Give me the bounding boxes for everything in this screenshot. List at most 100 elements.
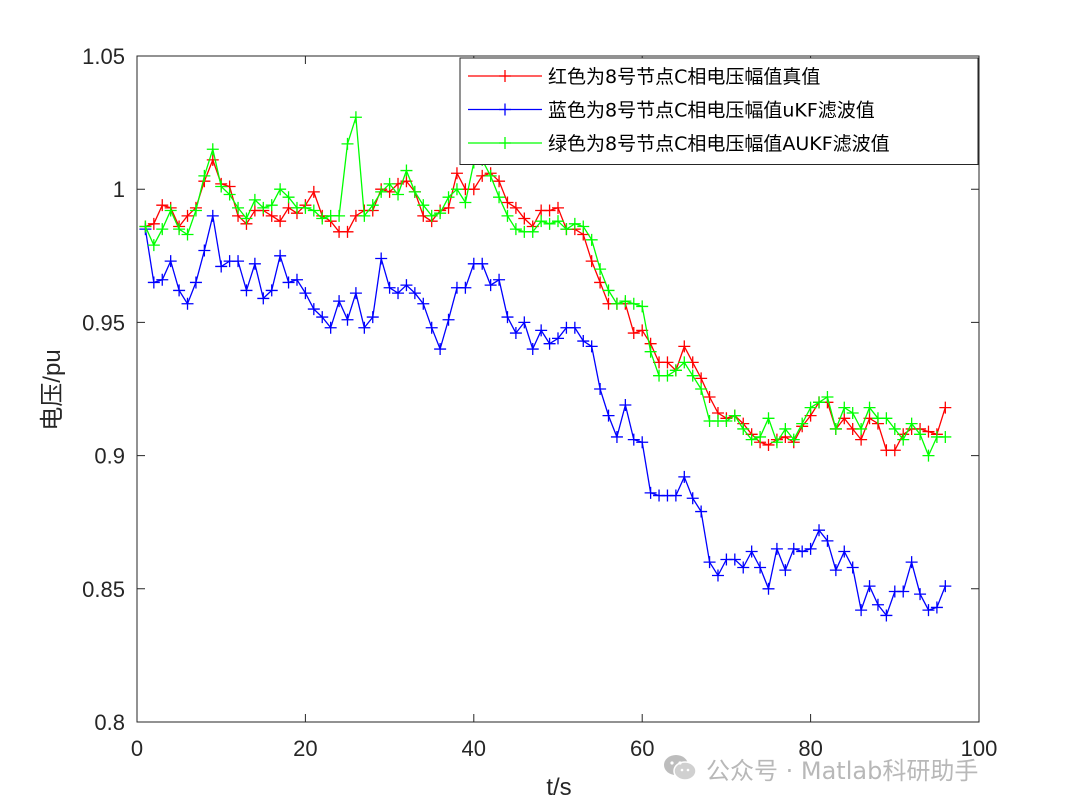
data-point [678, 470, 691, 483]
data-point [459, 196, 472, 209]
y-tick-label: 0.9 [94, 444, 125, 469]
data-point [450, 183, 463, 196]
data-point [164, 204, 177, 217]
data-point [139, 220, 152, 233]
data-point [610, 430, 623, 443]
data-point [762, 412, 775, 425]
data-point [779, 564, 792, 577]
data-point [459, 281, 472, 294]
data-point [585, 255, 598, 268]
legend-item-1: 蓝色为8号节点C相电压幅值uKF滤波值 [468, 100, 875, 122]
data-point [240, 212, 253, 225]
data-point [619, 398, 632, 411]
data-point [770, 542, 783, 555]
data-point [248, 193, 261, 206]
data-point [568, 217, 581, 230]
data-point [307, 204, 320, 217]
series-line-2 [144, 117, 946, 458]
data-point [518, 316, 531, 329]
axes-box [136, 55, 980, 723]
data-point [829, 422, 842, 435]
data-point [290, 273, 303, 286]
data-point [156, 199, 169, 212]
data-point [299, 201, 312, 214]
data-point [619, 295, 632, 308]
data-point [821, 390, 834, 403]
data-point [762, 438, 775, 451]
data-point [585, 233, 598, 246]
data-point [526, 225, 539, 238]
x-tick-label: 0 [131, 736, 143, 761]
y-tick-label: 1.05 [82, 44, 125, 69]
y-tick-label: 0.85 [82, 577, 125, 602]
data-point [863, 401, 876, 414]
data-point [408, 185, 421, 198]
data-point [779, 422, 792, 435]
data-point [265, 209, 278, 222]
data-point [627, 297, 640, 310]
data-point [888, 422, 901, 435]
data-point [476, 257, 489, 270]
data-point [265, 199, 278, 212]
data-point [535, 324, 548, 337]
data-point [745, 545, 758, 558]
data-point [796, 417, 809, 430]
data-point [754, 561, 767, 574]
data-point [366, 199, 379, 212]
data-point [493, 273, 506, 286]
data-point [922, 449, 935, 462]
data-point [518, 212, 531, 225]
data-point [703, 556, 716, 569]
data-point [728, 553, 741, 566]
legend-marker [499, 70, 511, 82]
data-point [535, 215, 548, 228]
data-point [846, 561, 859, 574]
data-point [257, 292, 270, 305]
data-point [450, 167, 463, 180]
legend-label: 蓝色为8号节点C相电压幅值uKF滤波值 [548, 100, 875, 122]
data-point [375, 185, 388, 198]
data-point [509, 201, 522, 214]
x-tick-label: 20 [293, 736, 317, 761]
data-point [939, 401, 952, 414]
data-point [358, 321, 371, 334]
data-point [417, 297, 430, 310]
series-layer [139, 111, 952, 622]
data-point [737, 422, 750, 435]
data-point [762, 582, 775, 595]
data-point [501, 209, 514, 222]
data-point [366, 311, 379, 324]
data-point [341, 225, 354, 238]
data-point [147, 276, 160, 289]
legend-label: 红色为8号节点C相电压幅值真值 [548, 66, 820, 88]
data-point [206, 209, 219, 222]
x-tick-label: 100 [961, 736, 998, 761]
data-point [156, 273, 169, 286]
data-point [939, 580, 952, 593]
data-point [703, 390, 716, 403]
data-point [392, 188, 405, 201]
data-point [922, 604, 935, 617]
data-point [813, 396, 826, 409]
data-point [215, 180, 228, 193]
data-point [358, 209, 371, 222]
data-point [181, 228, 194, 241]
data-point [914, 588, 927, 601]
data-point [248, 257, 261, 270]
data-point [695, 372, 708, 385]
data-point [888, 444, 901, 457]
data-point [594, 276, 607, 289]
data-point [914, 428, 927, 441]
x-tick-label: 40 [462, 736, 486, 761]
data-point [501, 311, 514, 324]
data-point [181, 297, 194, 310]
series-0 [139, 153, 952, 457]
data-point [939, 430, 952, 443]
data-point [484, 279, 497, 292]
data-point [796, 545, 809, 558]
data-point [198, 169, 211, 182]
data-point [434, 207, 447, 220]
data-point [316, 311, 329, 324]
data-point [720, 414, 733, 427]
data-point [526, 343, 539, 356]
